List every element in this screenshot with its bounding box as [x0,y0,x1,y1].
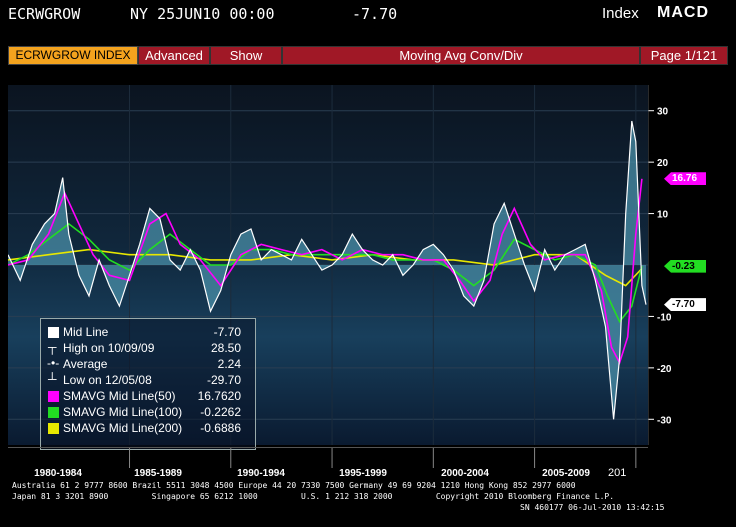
ticker-button[interactable]: ECRWGROW INDEX [8,46,138,65]
legend-label: Mid Line [63,325,109,339]
y-tick-label: -30 [657,415,672,426]
legend-row-average: -•- Average 2.24 [41,356,255,372]
average-marker-icon: -•- [47,356,60,370]
legend-value: 16.7620 [197,389,241,403]
legend-value: -0.6886 [200,421,241,435]
x-label: 1995-1999 [339,468,387,479]
legend-row-sma50: SMAVG Mid Line(50) 16.7620 [41,388,255,404]
y-tick-label: -20 [657,364,672,375]
legend-label: Low on 12/05/08 [63,373,152,387]
legend-value: -0.2262 [200,405,241,419]
legend-label: SMAVG Mid Line(50) [63,389,176,403]
index-label: Index [602,5,639,22]
footer-contacts-line1: Australia 61 2 9777 8600 Brazil 5511 304… [12,481,576,490]
high-marker-icon: ┬ [48,340,57,354]
x-label: 201 [608,467,627,479]
legend-label: Average [63,357,108,371]
legend-row-mid-line: Mid Line -7.70 [41,324,255,340]
legend-row-high: ┬ High on 10/09/09 28.50 [41,340,255,356]
legend-value: 2.24 [217,357,241,371]
footer-timestamp: SN 460177 06-Jul-2010 13:42:15 [520,503,665,512]
x-axis-ticks [129,448,637,468]
x-label: 2000-2004 [441,468,489,479]
advanced-button[interactable]: Advanced [138,46,210,65]
legend-row-sma100: SMAVG Mid Line(100) -0.2262 [41,404,255,420]
legend-row-low: ┴ Low on 12/05/08 -29.70 [41,372,255,388]
legend-label: SMAVG Mid Line(100) [63,405,183,419]
yellow-square-icon [48,423,59,434]
sma100-value-tag: -0.23 [664,259,706,273]
x-label: 2005-2009 [542,468,590,479]
x-label: 1985-1989 [134,468,182,479]
footer-contacts-line2: Japan 81 3 3201 8900 Singapore 65 6212 1… [12,492,615,501]
x-label: 1980-1984 [34,468,82,479]
ticker-label: ECRWGROW [8,5,81,23]
legend-label: SMAVG Mid Line(200) [63,421,183,435]
y-tick-label: 30 [657,107,669,118]
show-button[interactable]: Show [210,46,282,65]
legend-row-sma200: SMAVG Mid Line(200) -0.6886 [41,420,255,436]
low-marker-icon: ┴ [48,372,57,386]
magenta-square-icon [48,391,59,402]
mid-line [8,120,647,420]
legend-value: 28.50 [210,341,241,355]
y-tick-label: 10 [657,210,669,221]
y-axis: 30 20 10 -10 -20 -30 16.76 -0.23 -7.70 [647,85,736,445]
page-indicator[interactable]: Page 1/121 [640,46,728,65]
chart-legend[interactable]: Mid Line -7.70 ┬ High on 10/09/09 28.50 … [40,318,256,450]
green-square-icon [48,407,59,418]
study-name: MACD [657,4,709,21]
legend-label: High on 10/09/09 [63,341,155,355]
y-axis-svg: 30 20 10 -10 -20 -30 [647,85,672,445]
legend-value: -7.70 [213,325,241,339]
x-axis: 1980-1984 1985-1989 1990-1994 1995-1999 … [8,447,648,480]
y-tick-label: -10 [657,312,672,323]
datetime-label: NY 25JUN10 00:00 [130,5,275,23]
x-label: 1990-1994 [237,468,285,479]
study-title: Moving Avg Conv/Div [282,46,640,65]
y-tick-label: 20 [657,158,669,169]
white-square-icon [48,327,59,338]
mid-line-value-tag: -7.70 [664,298,706,312]
legend-value: -29.70 [206,373,241,387]
sma50-value-tag: 16.76 [664,172,706,186]
last-value-label: -7.70 [352,5,398,23]
